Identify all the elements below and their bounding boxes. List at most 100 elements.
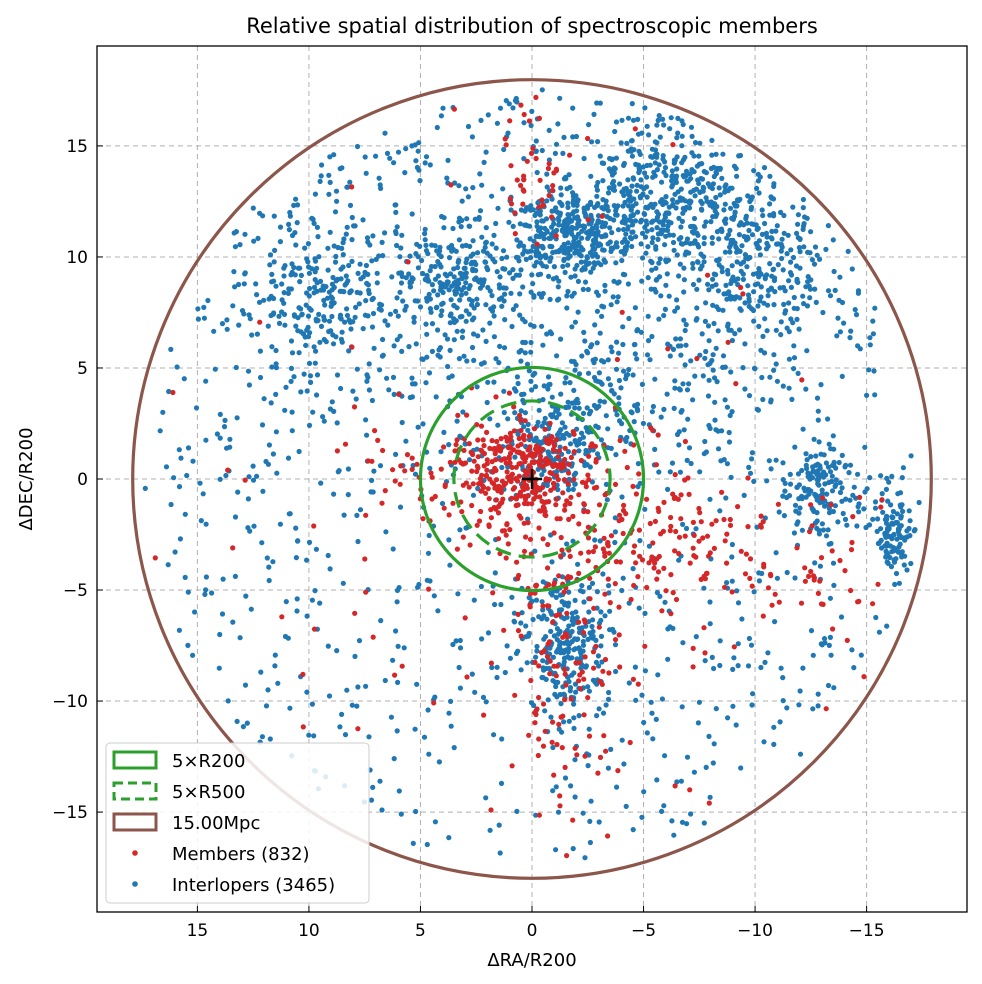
- interloper-point: [831, 446, 837, 452]
- interloper-point: [575, 197, 581, 203]
- interloper-point: [561, 659, 567, 665]
- interloper-point: [674, 199, 681, 205]
- member-point: [468, 449, 474, 455]
- interloper-point: [366, 361, 372, 367]
- interloper-point: [599, 160, 605, 166]
- interloper-point: [740, 276, 747, 282]
- interloper-point: [797, 751, 804, 757]
- member-point: [586, 733, 593, 739]
- interloper-point: [573, 133, 580, 140]
- interloper-point: [784, 251, 790, 257]
- interloper-point: [369, 477, 375, 483]
- interloper-point: [694, 305, 700, 311]
- interloper-point: [246, 382, 252, 388]
- interloper-point: [628, 138, 635, 144]
- interloper-point: [638, 241, 644, 247]
- interloper-point: [544, 184, 550, 190]
- interloper-point: [592, 240, 598, 246]
- interloper-point: [270, 559, 276, 565]
- interloper-point: [540, 579, 546, 585]
- member-point: [398, 463, 404, 469]
- interloper-point: [337, 166, 343, 172]
- interloper-point: [758, 664, 764, 671]
- interloper-point: [447, 347, 453, 353]
- interloper-point: [715, 428, 721, 434]
- interloper-point: [641, 789, 647, 795]
- interloper-point: [604, 497, 610, 503]
- interloper-point: [565, 255, 571, 261]
- member-point: [513, 476, 519, 482]
- member-point: [474, 522, 480, 528]
- interloper-point: [621, 761, 627, 767]
- interloper-point: [513, 650, 520, 657]
- member-point: [617, 437, 623, 444]
- member-point: [352, 610, 358, 616]
- interloper-point: [690, 397, 696, 403]
- interloper-point: [893, 556, 899, 562]
- member-point: [568, 696, 574, 702]
- interloper-point: [894, 511, 900, 517]
- interloper-point: [379, 807, 385, 813]
- interloper-point: [707, 360, 713, 366]
- interloper-point: [771, 302, 777, 308]
- interloper-point: [723, 495, 729, 501]
- interloper-point: [580, 410, 587, 416]
- interloper-point: [566, 432, 573, 438]
- interloper-point: [445, 363, 451, 370]
- interloper-point: [613, 260, 619, 266]
- interloper-point: [589, 139, 595, 145]
- interloper-point: [849, 647, 855, 653]
- interloper-point: [271, 295, 277, 302]
- interloper-point: [523, 256, 529, 262]
- interloper-point: [446, 710, 452, 716]
- interloper-point: [629, 153, 636, 159]
- interloper-point: [714, 229, 721, 235]
- interloper-point: [281, 265, 287, 271]
- interloper-point: [673, 336, 679, 342]
- interloper-point: [297, 265, 303, 271]
- interloper-point: [595, 229, 601, 235]
- member-point: [760, 613, 766, 619]
- member-point: [807, 529, 813, 535]
- member-point: [351, 404, 358, 410]
- interloper-point: [611, 187, 618, 193]
- interloper-point: [725, 715, 731, 721]
- interloper-point: [603, 413, 609, 419]
- interloper-point: [823, 533, 830, 539]
- interloper-point: [829, 488, 836, 494]
- interloper-point: [601, 257, 607, 263]
- member-point: [605, 539, 611, 546]
- interloper-point: [427, 578, 433, 584]
- interloper-point: [856, 509, 862, 515]
- member-point: [230, 545, 236, 551]
- interloper-point: [607, 155, 613, 162]
- interloper-point: [629, 101, 635, 107]
- interloper-point: [530, 281, 536, 287]
- interloper-point: [839, 485, 845, 491]
- interloper-point: [533, 148, 539, 155]
- interloper-point: [572, 757, 578, 763]
- interloper-point: [384, 150, 391, 156]
- member-point: [556, 448, 563, 454]
- interloper-point: [787, 270, 794, 276]
- interloper-point: [311, 344, 317, 350]
- interloper-point: [579, 228, 585, 234]
- interloper-point: [589, 580, 596, 587]
- interloper-point: [681, 174, 687, 180]
- interloper-point: [682, 362, 688, 368]
- interloper-point: [352, 653, 358, 660]
- interloper-point: [757, 298, 763, 304]
- interloper-point: [686, 381, 692, 387]
- interloper-point: [731, 163, 738, 169]
- interloper-point: [434, 304, 440, 310]
- interloper-point: [533, 597, 540, 603]
- member-point: [848, 587, 854, 594]
- interloper-point: [411, 314, 417, 320]
- member-point: [554, 663, 560, 669]
- interloper-point: [720, 353, 727, 359]
- interloper-point: [576, 251, 582, 257]
- interloper-point: [801, 244, 807, 250]
- interloper-point: [662, 306, 669, 312]
- interloper-point: [260, 488, 266, 494]
